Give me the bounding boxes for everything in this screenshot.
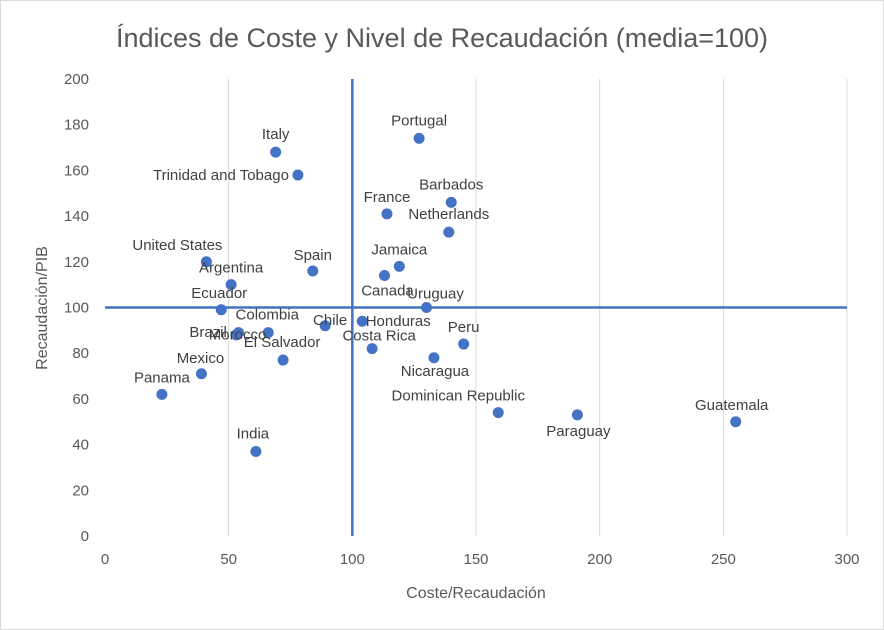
y-tick-label: 160 — [64, 162, 89, 179]
data-label: Trinidad and Tobago — [153, 167, 289, 184]
data-label: Brazil — [189, 324, 227, 341]
y-tick-label: 100 — [64, 300, 89, 317]
x-tick-label: 200 — [587, 551, 612, 568]
data-point — [277, 354, 289, 366]
data-point — [319, 320, 331, 332]
label-layer: Italy Portugal Trinidad and Tobago France Ba… — [132, 112, 769, 442]
data-label: Nicaragua — [401, 363, 470, 380]
data-point — [571, 409, 583, 421]
data-point — [445, 196, 457, 208]
data-point — [195, 368, 207, 380]
x-tick-label: 250 — [711, 551, 736, 568]
data-point — [307, 265, 319, 277]
y-axis-title: Recaudación/PIB — [34, 246, 51, 370]
y-tick-label: 0 — [81, 528, 89, 545]
data-label: Jamaica — [371, 241, 428, 258]
data-label: Netherlands — [408, 206, 489, 223]
data-label: Argentina — [199, 260, 264, 277]
data-point — [292, 169, 304, 181]
data-point — [730, 416, 742, 428]
data-label: Canada — [361, 283, 414, 300]
reference-lines — [105, 79, 847, 536]
data-point — [200, 256, 212, 268]
data-point — [492, 407, 504, 419]
point-layer — [156, 132, 742, 457]
data-point — [366, 343, 378, 355]
y-tick-label: 80 — [72, 345, 89, 362]
data-point — [443, 226, 455, 238]
x-tick-label: 150 — [463, 551, 488, 568]
chart-title: Índices de Coste y Nivel de Recaudación … — [116, 23, 768, 53]
data-label: Italy — [262, 126, 290, 143]
data-point — [393, 260, 405, 272]
data-point — [233, 327, 245, 339]
x-axis-title: Coste/Recaudación — [406, 585, 546, 602]
data-point — [270, 146, 282, 158]
y-tick-label: 20 — [72, 482, 89, 499]
y-tick-label: 120 — [64, 254, 89, 271]
data-point — [250, 445, 262, 457]
data-label: El Salvador — [244, 334, 321, 351]
data-label: Panama — [134, 369, 191, 386]
data-point — [421, 302, 433, 313]
y-tick-label: 200 — [64, 71, 89, 88]
data-point — [225, 279, 237, 291]
x-tick-label: 0 — [101, 551, 109, 568]
tick-layer: 0 50 100 150 200 250 300 0 20 40 60 80 100 120 140 160 1… — [64, 71, 860, 568]
data-point — [381, 208, 393, 220]
x-tick-label: 300 — [834, 551, 859, 568]
y-tick-label: 140 — [64, 208, 89, 225]
data-point — [156, 388, 168, 400]
data-point — [458, 338, 470, 350]
data-label: Guatemala — [695, 397, 769, 414]
data-label: Barbados — [419, 176, 483, 193]
data-label: Morocco — [209, 327, 267, 344]
y-tick-label: 40 — [72, 437, 89, 454]
x-tick-label: 50 — [220, 551, 237, 568]
x-tick-label: 100 — [340, 551, 365, 568]
data-label: Spain — [294, 247, 332, 264]
data-point — [378, 270, 390, 282]
data-label: Paraguay — [546, 423, 611, 440]
data-point — [413, 132, 425, 144]
data-label: Portugal — [391, 112, 447, 129]
data-label: Peru — [448, 319, 480, 336]
data-point — [428, 352, 440, 364]
y-tick-label: 60 — [72, 391, 89, 408]
data-point — [356, 315, 368, 327]
data-label: Costa Rica — [342, 328, 416, 345]
data-label: France — [364, 189, 411, 206]
data-label: Chile — [313, 312, 347, 329]
data-label: United States — [132, 237, 222, 254]
data-label: Ecuador — [191, 285, 247, 302]
data-label: Honduras — [366, 313, 431, 330]
data-point — [215, 304, 227, 316]
data-label: Colombia — [236, 307, 300, 324]
data-label: Uruguay — [407, 286, 464, 303]
data-label: India — [237, 425, 270, 442]
data-label: Dominican Republic — [392, 388, 526, 405]
data-label: Mexico — [177, 350, 225, 367]
data-point — [262, 327, 274, 339]
y-tick-label: 180 — [64, 117, 89, 134]
